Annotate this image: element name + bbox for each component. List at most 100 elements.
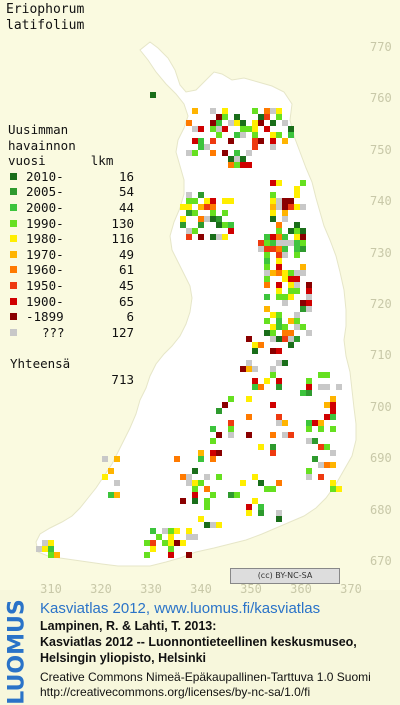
observation-square — [324, 444, 330, 450]
observation-square — [276, 294, 282, 300]
observation-square — [264, 306, 270, 312]
observation-square — [306, 420, 312, 426]
observation-square — [144, 540, 150, 546]
observation-square — [222, 402, 228, 408]
observation-square — [192, 486, 198, 492]
legend-entry-label: 2000- — [26, 199, 64, 215]
observation-square — [276, 204, 282, 210]
observation-square — [144, 552, 150, 558]
observation-square — [252, 384, 258, 390]
observation-square — [270, 366, 276, 372]
observation-square — [264, 240, 270, 246]
observation-square — [312, 420, 318, 426]
observation-square — [258, 504, 264, 510]
legend-entry-label: 2005- — [26, 184, 64, 200]
observation-square — [228, 492, 234, 498]
observation-square — [222, 108, 228, 114]
license-url[interactable]: http://creativecommons.org/licenses/by-n… — [40, 685, 311, 699]
observation-square — [162, 528, 168, 534]
observation-square — [228, 432, 234, 438]
observation-square — [276, 510, 282, 516]
grid-easting-label: 370 — [340, 582, 362, 596]
observation-square — [216, 474, 222, 480]
legend-swatch — [10, 219, 17, 227]
observation-square — [246, 150, 252, 156]
observation-square — [168, 528, 174, 534]
observation-square — [198, 138, 204, 144]
observation-square — [210, 426, 216, 432]
observation-square — [270, 372, 276, 378]
observation-square — [114, 456, 120, 462]
observation-square — [282, 276, 288, 282]
observation-square — [240, 126, 246, 132]
observation-square — [294, 270, 300, 276]
observation-square — [270, 198, 276, 204]
observation-square — [264, 294, 270, 300]
legend-entry-label: 1950- — [26, 277, 64, 293]
observation-square — [270, 432, 276, 438]
observation-square — [186, 204, 192, 210]
observation-square — [222, 210, 228, 216]
observation-square — [234, 114, 240, 120]
observation-square — [294, 240, 300, 246]
observation-square — [270, 330, 276, 336]
observation-square — [252, 138, 258, 144]
observation-square — [282, 138, 288, 144]
observation-square — [306, 294, 312, 300]
observation-square — [54, 552, 60, 558]
observation-square — [294, 312, 300, 318]
observation-square — [270, 324, 276, 330]
observation-square — [234, 156, 240, 162]
legend-swatch — [10, 188, 17, 196]
species-title-line: latifolium — [6, 18, 85, 33]
observation-square — [102, 456, 108, 462]
observation-square — [186, 552, 192, 558]
observation-square — [330, 414, 336, 420]
legend-entry-label: -1899 — [26, 309, 64, 325]
legend-entry: 2000- 44 — [8, 199, 134, 216]
observation-square — [306, 378, 312, 384]
observation-square — [258, 240, 264, 246]
legend-entry-label: ??? — [42, 324, 65, 340]
luomus-logo: LUOMUS — [4, 599, 30, 704]
observation-square — [264, 114, 270, 120]
observation-square — [156, 534, 162, 540]
legend-entry-count: 127 — [111, 324, 134, 340]
observation-square — [258, 246, 264, 252]
observation-square — [288, 288, 294, 294]
observation-square — [318, 444, 324, 450]
observation-square — [252, 342, 258, 348]
observation-square — [192, 534, 198, 540]
observation-square — [192, 480, 198, 486]
observation-square — [276, 480, 282, 486]
observation-square — [270, 348, 276, 354]
legend-entry-label: 1970- — [26, 246, 64, 262]
observation-square — [186, 228, 192, 234]
observation-square — [270, 450, 276, 456]
observation-square — [204, 474, 210, 480]
observation-square — [210, 234, 216, 240]
license-badge[interactable]: (cc) BY-NC-SA — [230, 568, 340, 584]
observation-square — [216, 450, 222, 456]
observation-square — [150, 528, 156, 534]
observation-square — [330, 462, 336, 468]
observation-square — [204, 498, 210, 504]
observation-square — [306, 330, 312, 336]
grid-northing-label: 700 — [370, 399, 392, 414]
observation-square — [210, 210, 216, 216]
observation-square — [294, 288, 300, 294]
observation-square — [192, 498, 198, 504]
observation-square — [270, 312, 276, 318]
observation-square — [252, 366, 258, 372]
legend-entry-count: 65 — [118, 293, 134, 309]
observation-square — [282, 240, 288, 246]
observation-square — [198, 456, 204, 462]
observation-square — [288, 228, 294, 234]
grid-northing-label: 720 — [370, 297, 392, 311]
observation-square — [288, 330, 294, 336]
observation-square — [258, 444, 264, 450]
observation-square — [324, 414, 330, 420]
observation-square — [246, 366, 252, 372]
license-name: Creative Commons Nimeä-Epäkaupallinen-Ta… — [40, 670, 371, 684]
kasviatlas-link[interactable]: Kasviatlas 2012, www.luomus.fi/kasviatla… — [40, 600, 321, 617]
